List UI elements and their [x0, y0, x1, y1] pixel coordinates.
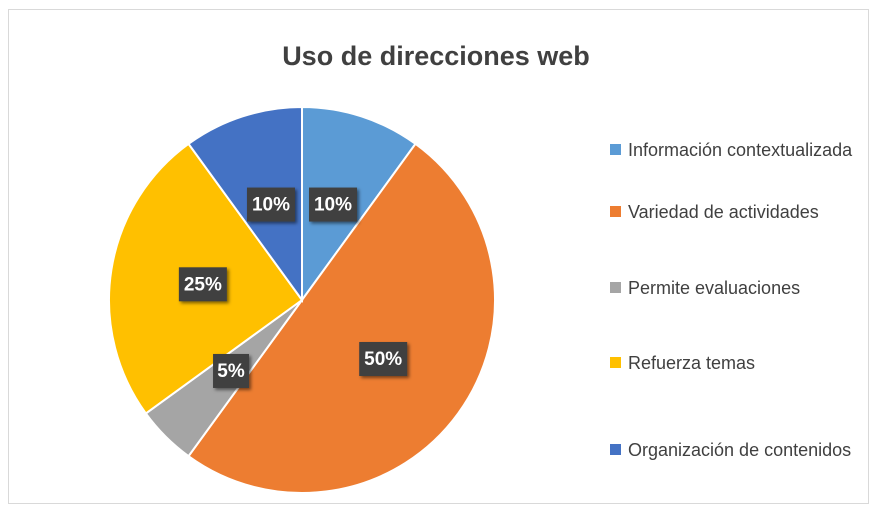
- legend-item: Organización de contenidos: [610, 436, 865, 464]
- pie-slice: [187, 142, 496, 494]
- legend-label: Organización de contenidos: [628, 440, 852, 460]
- legend-item: Permite evaluaciones: [610, 274, 865, 302]
- legend-item: Variedad de actividades: [610, 198, 865, 226]
- data-label: 10%: [252, 195, 290, 216]
- pie: [108, 105, 496, 494]
- pie-slice: [187, 105, 303, 304]
- legend-label: Información contextualizada: [628, 140, 853, 160]
- legend-swatch: [610, 206, 621, 217]
- data-label: 25%: [184, 274, 222, 295]
- legend-swatch: [610, 444, 621, 455]
- data-label-box: [309, 187, 358, 222]
- legend-swatch: [610, 144, 621, 155]
- legend-item: Refuerza temas: [610, 349, 865, 377]
- legend-swatch: [610, 282, 621, 293]
- legend-label: Variedad de actividades: [628, 202, 819, 222]
- chart-title: Uso de direcciones web: [282, 41, 590, 71]
- legend-item: Información contextualizada: [610, 136, 865, 164]
- pie-slice: [301, 105, 417, 304]
- data-label: 10%: [314, 195, 352, 216]
- data-label-box: [359, 341, 408, 376]
- data-labels: 10% 50% 5% 25% 10%: [178, 187, 408, 388]
- data-label-box: [213, 353, 250, 388]
- data-label-box: [178, 267, 227, 302]
- data-label: 50%: [364, 349, 402, 370]
- legend-label: Refuerza temas: [628, 353, 756, 373]
- data-label: 5%: [217, 361, 245, 382]
- data-label-box: [246, 187, 295, 222]
- legend-label: Permite evaluaciones: [628, 278, 801, 298]
- legend-swatch: [610, 357, 621, 368]
